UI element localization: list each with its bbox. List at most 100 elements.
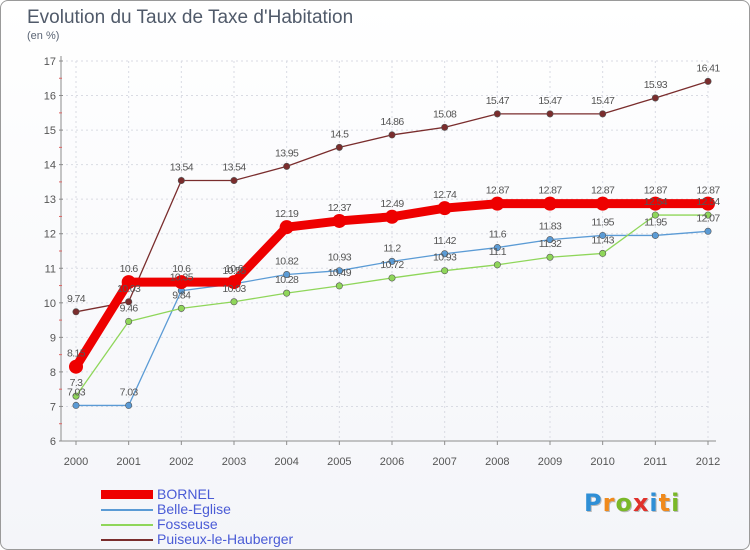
data-label: 9.84	[172, 289, 191, 301]
logo-letter: x	[632, 489, 650, 517]
data-point	[69, 359, 83, 374]
data-point	[595, 196, 610, 211]
data-point	[437, 201, 452, 216]
legend-label: Belle-Eglise	[157, 501, 231, 517]
data-label: 11.95	[591, 216, 614, 228]
data-label: 12.87	[696, 185, 720, 197]
data-point	[227, 275, 241, 290]
data-point	[388, 257, 396, 265]
data-label: 7.03	[120, 386, 139, 398]
data-point	[490, 196, 505, 211]
x-tick-label: 2000	[64, 456, 88, 468]
data-label: 13.95	[275, 147, 299, 159]
x-tick-label: 2010	[590, 456, 614, 468]
data-point	[72, 392, 80, 400]
data-point	[125, 317, 133, 325]
y-tick-label: 14	[44, 160, 56, 172]
logo-letter: i	[671, 489, 681, 517]
data-point	[493, 244, 501, 252]
legend-swatch	[101, 539, 153, 541]
legend-swatch	[101, 509, 153, 511]
data-label: 12.87	[591, 185, 615, 197]
data-label: 11.32	[539, 238, 562, 250]
data-label: 13.54	[170, 162, 194, 174]
data-label: 12.19	[275, 208, 299, 220]
data-point	[125, 298, 133, 306]
data-point	[441, 250, 449, 258]
data-label: 12.07	[696, 212, 720, 224]
data-point	[648, 196, 663, 211]
data-label: 12.87	[644, 185, 668, 197]
x-tick-label: 2012	[696, 456, 720, 468]
data-point	[283, 289, 291, 297]
data-point	[546, 253, 554, 261]
data-point	[385, 209, 399, 224]
legend-label: Fosseuse	[157, 516, 218, 532]
data-point	[72, 308, 80, 316]
legend-swatch	[101, 524, 153, 526]
data-label: 11.43	[591, 234, 614, 246]
data-point	[174, 275, 189, 290]
y-tick-label: 15	[44, 125, 56, 137]
data-label: 8.15	[67, 348, 86, 360]
data-label: 10.55	[222, 265, 246, 277]
data-point	[543, 196, 557, 211]
data-point	[335, 143, 343, 151]
y-tick-label: 12	[44, 229, 56, 241]
data-point	[493, 261, 501, 269]
data-point	[441, 123, 449, 131]
x-tick-label: 2005	[327, 456, 351, 468]
y-tick-label: 17	[44, 56, 56, 68]
data-label: 13.54	[222, 162, 246, 174]
data-label: 7.3	[70, 377, 84, 389]
data-label: 10.49	[328, 267, 352, 279]
y-tick-label: 8	[50, 367, 56, 379]
data-label: 7.03	[67, 386, 86, 398]
data-point	[651, 94, 659, 102]
data-point	[704, 211, 712, 219]
y-tick-label: 11	[45, 263, 56, 275]
data-label: 15.93	[644, 79, 668, 91]
data-label: 9.74	[67, 293, 86, 305]
data-point	[388, 274, 396, 282]
data-label: 15.47	[538, 95, 562, 107]
x-tick-label: 2003	[222, 456, 246, 468]
data-label: 15.47	[486, 95, 510, 107]
x-tick-label: 2008	[485, 456, 509, 468]
y-tick-label: 13	[44, 194, 56, 206]
logo-letter: r	[602, 489, 616, 517]
data-point	[177, 177, 185, 185]
data-point	[599, 249, 607, 257]
data-point	[230, 177, 238, 185]
y-tick-label: 16	[44, 91, 56, 103]
data-point	[283, 270, 291, 278]
data-label: 10.35	[170, 272, 194, 284]
logo-letter: t	[658, 489, 672, 517]
data-point	[121, 275, 136, 290]
legend-label: Puiseux-le-Hauberger	[157, 531, 294, 547]
chart-unit: (en %)	[27, 30, 60, 42]
x-tick-label: 2001	[116, 456, 140, 468]
proxiti-logo: Proxiti	[584, 489, 680, 517]
data-label: 10.72	[380, 259, 404, 271]
data-label: 10.6	[225, 263, 244, 275]
data-point	[651, 231, 659, 239]
data-point	[704, 227, 712, 235]
legend-label: BORNEL	[157, 486, 215, 502]
data-label: 10.93	[433, 252, 457, 264]
data-label: 15.08	[433, 108, 457, 120]
data-label: 12.49	[380, 198, 404, 210]
logo-letter: o	[615, 489, 633, 517]
data-point	[335, 267, 343, 275]
data-label: 10.03	[222, 283, 246, 295]
data-label: 11.83	[539, 221, 562, 233]
data-label: 11.42	[433, 235, 456, 247]
data-point	[283, 162, 291, 170]
y-tick-label: 9	[50, 332, 56, 344]
data-point	[704, 77, 712, 85]
data-point	[701, 196, 715, 211]
data-point	[279, 220, 294, 235]
x-tick-label: 2007	[432, 456, 456, 468]
